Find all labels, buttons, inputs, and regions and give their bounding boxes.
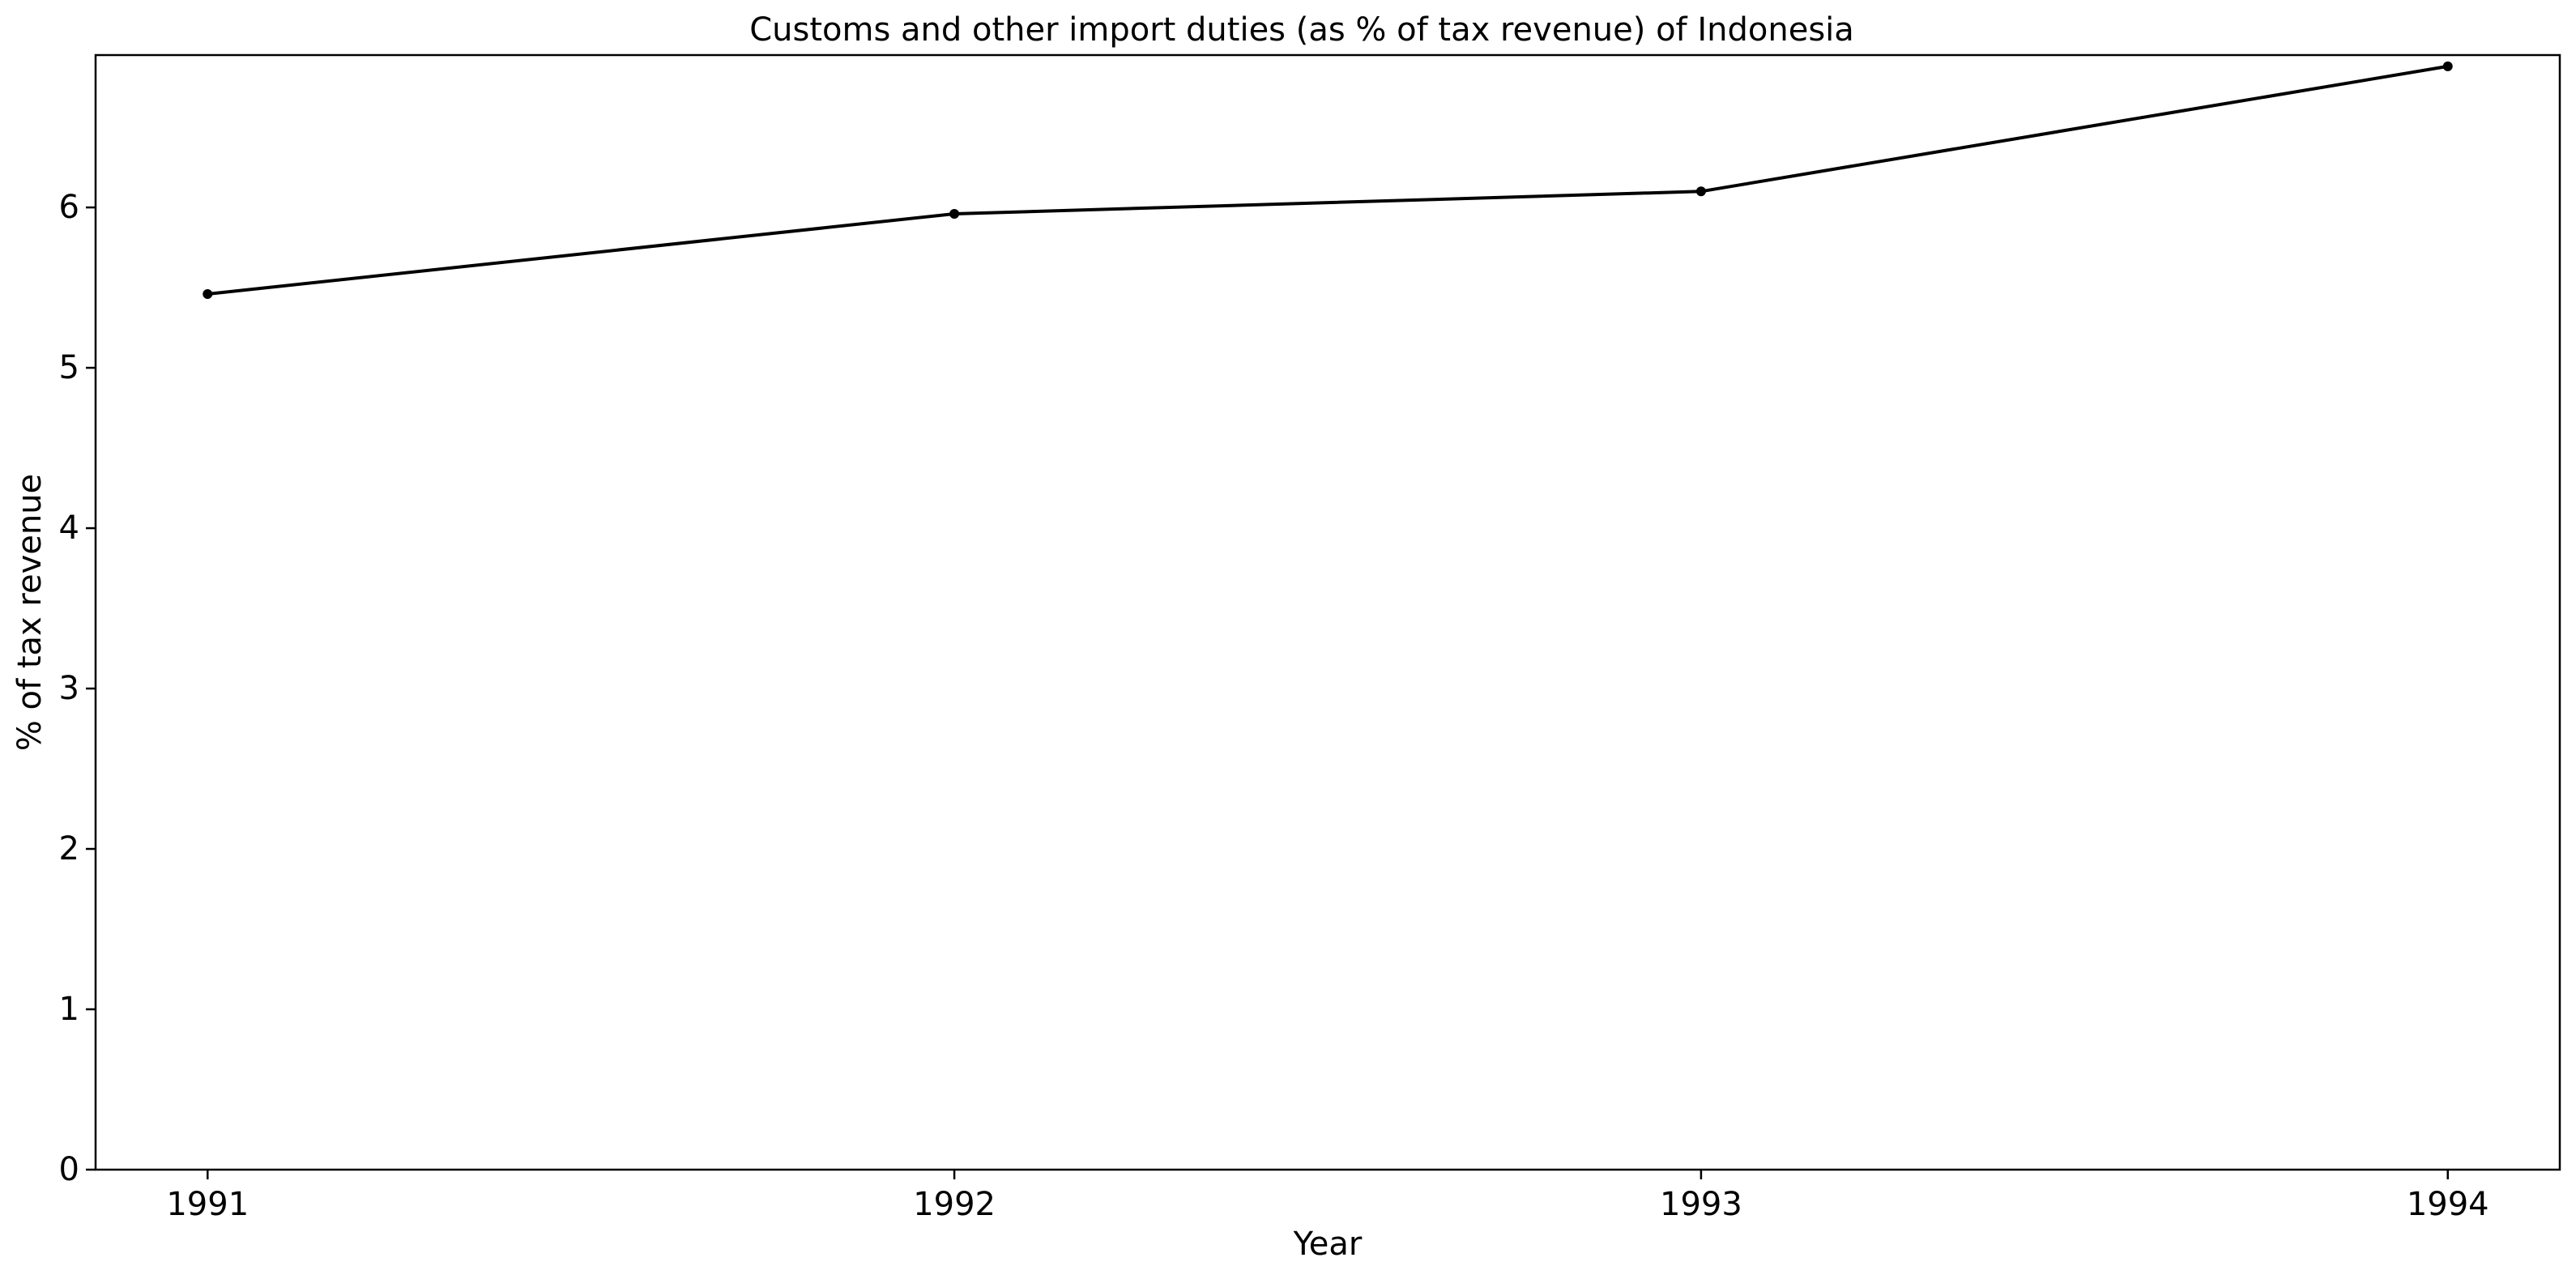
y-axis-ticks: 0 1 2 3 4 5 6 [59, 189, 96, 1188]
y-axis-label: % of tax revenue [11, 474, 49, 751]
x-axis-label: Year [1293, 1226, 1363, 1263]
data-point [203, 288, 213, 299]
series-layer [203, 61, 2453, 299]
y-tick-label: 0 [59, 1151, 79, 1188]
data-point [2442, 61, 2453, 71]
y-tick-label: 1 [59, 991, 79, 1028]
y-tick-label: 4 [59, 509, 79, 547]
series-line [207, 64, 2449, 296]
data-point [1695, 186, 1706, 197]
plot-area-frame [94, 53, 2561, 1171]
x-axis-ticks: 1991 1992 1993 1994 [166, 1170, 2489, 1223]
y-tick-label: 3 [59, 670, 79, 707]
x-tick-label: 1991 [166, 1186, 249, 1223]
x-tick-label: 1994 [2407, 1186, 2489, 1223]
y-tick-label: 2 [59, 830, 79, 868]
data-point [949, 209, 960, 220]
y-tick-label: 6 [59, 189, 79, 226]
chart-title: Customs and other import duties (as % of… [749, 11, 1854, 49]
y-tick-label: 5 [59, 349, 79, 386]
x-tick-label: 1992 [913, 1186, 996, 1223]
x-tick-label: 1993 [1660, 1186, 1742, 1223]
